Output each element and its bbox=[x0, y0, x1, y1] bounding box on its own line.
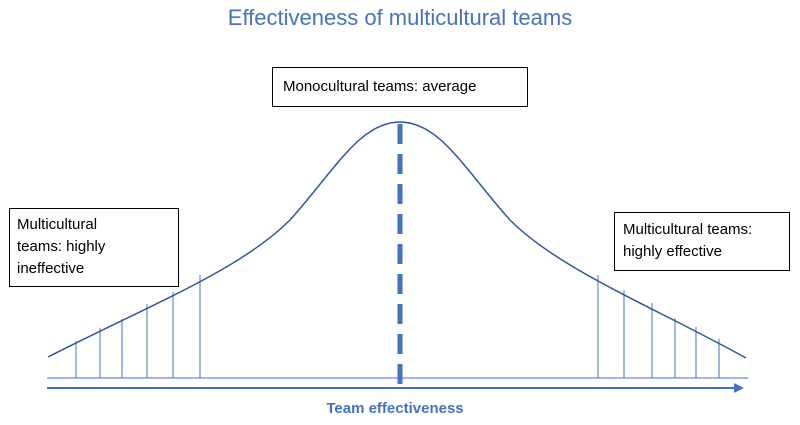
right-label-box: Multicultural teams: highly effective bbox=[614, 212, 790, 271]
diagram-title: Effectiveness of multicultural teams bbox=[227, 5, 573, 30]
bell-curve bbox=[47, 121, 747, 359]
right-tail-hatching bbox=[597, 275, 720, 378]
left-label-box: Multicultural teams: highly ineffective bbox=[9, 208, 179, 287]
axis-label: Team effectiveness bbox=[326, 400, 464, 417]
left-tail-hatching bbox=[75, 275, 201, 378]
center-label-box: Monocultural teams: average bbox=[272, 67, 528, 107]
